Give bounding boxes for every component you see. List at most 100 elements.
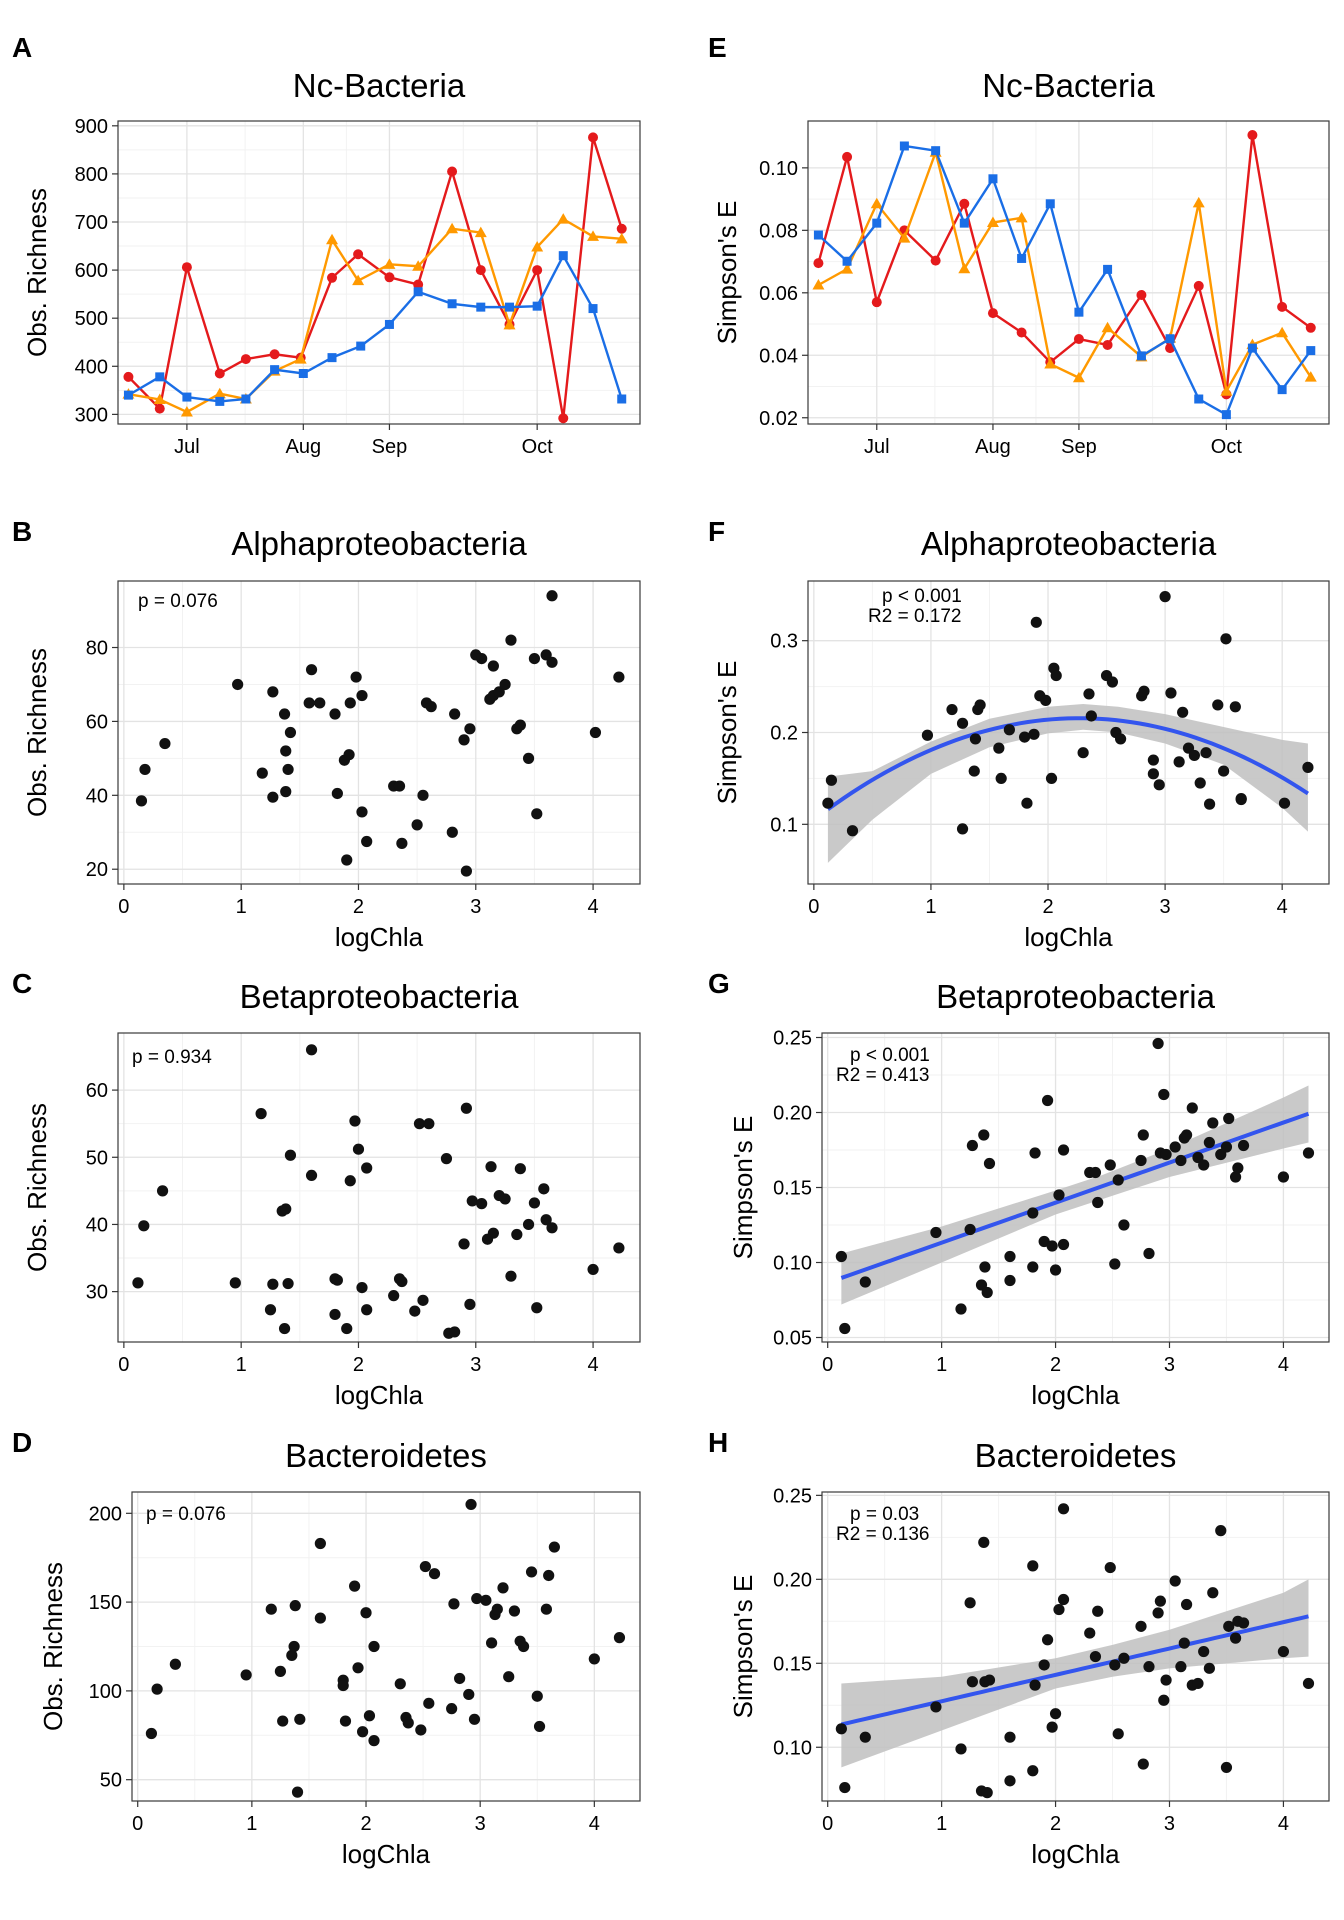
panel-letter: C: [12, 968, 32, 999]
data-point: [278, 708, 291, 720]
fit-line: [840, 1111, 1310, 1280]
data-point: [1115, 733, 1127, 745]
data-point: [842, 151, 853, 162]
data-point: [326, 233, 339, 245]
plot-frame: [807, 120, 1330, 425]
data-point: [240, 354, 251, 365]
data-point: [1004, 1250, 1016, 1263]
data-point: [1092, 1605, 1104, 1617]
x-tick-label: 0: [808, 896, 819, 918]
data-point: [589, 726, 602, 739]
data-point: [613, 1632, 626, 1644]
data-point: [353, 249, 364, 260]
data-point: [1089, 1166, 1102, 1179]
data-point: [303, 697, 315, 709]
data-point: [267, 1278, 279, 1290]
data-point: [503, 1671, 515, 1683]
x-tick-label: Jul: [864, 436, 890, 458]
data-point: [454, 1672, 466, 1685]
panel-b: B Alphaproteobacteria 20 40 60 80 0 1 2 3 4 logChla…: [12, 516, 641, 952]
data-point: [966, 1139, 978, 1152]
data-point: [846, 825, 859, 837]
data-point: [1277, 1645, 1290, 1658]
data-point: [409, 1305, 421, 1317]
data-point: [1017, 253, 1027, 263]
x-tick-label: 1: [936, 1354, 947, 1376]
data-point: [1143, 1247, 1155, 1260]
data-point: [341, 854, 353, 866]
x-tick-label: 4: [588, 1354, 599, 1376]
x-axis-title: logChla: [1031, 1380, 1120, 1410]
x-tick-label: 0: [822, 1813, 833, 1835]
data-point: [1305, 322, 1316, 333]
data-point: [1173, 756, 1185, 768]
data-point: [1177, 706, 1189, 718]
data-point: [1207, 1587, 1219, 1599]
data-point: [383, 258, 396, 269]
x-tick-label: 0: [118, 1354, 129, 1376]
data-point: [1188, 749, 1200, 762]
confidence-band: [827, 704, 1308, 863]
x-tick-label: 2: [360, 1813, 371, 1835]
data-point: [327, 272, 338, 283]
data-point: [1102, 339, 1113, 350]
data-point: [1232, 1162, 1244, 1174]
data-point: [987, 308, 998, 319]
data-point: [548, 1541, 560, 1553]
data-point: [314, 1612, 326, 1624]
data-point: [153, 393, 166, 404]
data-point: [822, 797, 834, 809]
data-point: [497, 1582, 509, 1594]
data-point: [182, 392, 192, 402]
y-tick-label: 80: [86, 638, 108, 660]
data-point: [969, 733, 982, 745]
data-point: [468, 1713, 481, 1725]
data-point: [968, 765, 980, 777]
data-point: [1276, 326, 1289, 338]
data-point: [413, 1118, 426, 1130]
data-point: [532, 301, 542, 311]
data-point: [1004, 1274, 1016, 1287]
data-point: [859, 1731, 871, 1743]
data-point: [1198, 1159, 1210, 1171]
data-point: [349, 1580, 361, 1592]
data-point: [151, 1683, 163, 1695]
data-point: [1306, 346, 1316, 356]
data-point: [531, 1690, 543, 1702]
panel-g: G Betaproteobacteria 0.05 0.10 0.15 0.20 0.25 0…: [708, 968, 1330, 1410]
data-point: [522, 752, 535, 764]
data-point: [255, 1108, 267, 1120]
x-tick-label: 2: [353, 1354, 364, 1376]
data-point: [1028, 728, 1040, 740]
data-point: [557, 213, 570, 224]
data-point: [1073, 334, 1084, 345]
data-point: [1112, 1728, 1124, 1740]
data-point: [587, 230, 600, 241]
data-point: [1175, 1154, 1187, 1167]
data-point: [525, 1566, 538, 1578]
data-point: [449, 708, 461, 720]
data-point: [289, 1600, 301, 1612]
data-point: [458, 1238, 470, 1250]
y-tick-label: 0.10: [773, 1737, 812, 1759]
data-point: [1049, 1708, 1062, 1720]
data-point: [825, 774, 838, 786]
x-tick-label: Oct: [522, 436, 554, 458]
data-point: [368, 1640, 380, 1653]
data-point: [214, 368, 225, 379]
data-point: [1027, 1560, 1039, 1572]
x-tick-label: 2: [1050, 1813, 1061, 1835]
plot-frame: [131, 1491, 641, 1802]
data-point: [343, 749, 355, 761]
data-point: [352, 1143, 365, 1155]
data-point: [540, 1603, 552, 1615]
series-line: [128, 217, 622, 414]
data-point: [449, 1326, 461, 1338]
y-tick-label: 0.25: [773, 1485, 812, 1507]
panel-c: C Betaproteobacteria 30 40 50 60 0 1 2 3 4 logChla O…: [12, 968, 641, 1410]
panel-letter: E: [708, 32, 727, 63]
data-point: [1143, 1661, 1155, 1673]
data-point: [413, 279, 424, 290]
y-axis-title: Obs. Richness: [22, 1103, 52, 1272]
